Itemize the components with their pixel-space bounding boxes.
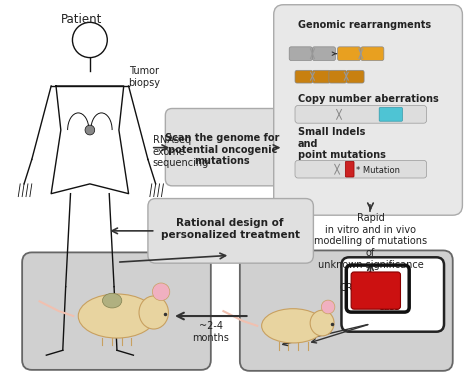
FancyBboxPatch shape [351, 272, 401, 309]
FancyBboxPatch shape [148, 198, 313, 263]
Ellipse shape [102, 293, 122, 308]
FancyBboxPatch shape [361, 47, 384, 60]
FancyBboxPatch shape [273, 5, 463, 215]
Ellipse shape [139, 296, 168, 329]
Ellipse shape [78, 294, 155, 338]
Text: Copy number aberrations: Copy number aberrations [298, 94, 438, 104]
Ellipse shape [310, 310, 334, 336]
Text: Rapid
in vitro and in vivo
modelling of mutations
of
unknown significance
using
: Rapid in vitro and in vivo modelling of … [314, 213, 427, 293]
Circle shape [85, 125, 95, 135]
FancyBboxPatch shape [346, 162, 354, 177]
FancyBboxPatch shape [289, 47, 312, 60]
FancyBboxPatch shape [329, 70, 346, 83]
FancyBboxPatch shape [165, 109, 281, 186]
Text: Cas9: Cas9 [379, 303, 401, 312]
Circle shape [152, 283, 170, 301]
FancyBboxPatch shape [22, 253, 211, 370]
Polygon shape [51, 86, 128, 194]
Circle shape [321, 300, 335, 314]
Text: * Mutation: * Mutation [356, 166, 400, 175]
FancyBboxPatch shape [379, 107, 402, 121]
FancyBboxPatch shape [295, 160, 427, 178]
FancyBboxPatch shape [295, 70, 313, 83]
Text: Patient: Patient [61, 13, 102, 26]
Text: Tumor
biopsy: Tumor biopsy [128, 66, 161, 88]
Text: Rational design of
personalized treatment: Rational design of personalized treatmen… [161, 218, 300, 240]
FancyBboxPatch shape [295, 106, 427, 123]
FancyBboxPatch shape [312, 47, 336, 60]
FancyBboxPatch shape [337, 47, 361, 60]
FancyBboxPatch shape [312, 70, 330, 83]
FancyBboxPatch shape [346, 70, 364, 83]
Ellipse shape [262, 309, 325, 343]
FancyBboxPatch shape [240, 250, 453, 371]
Text: RNAseq
exome
sequencing: RNAseq exome sequencing [153, 135, 209, 168]
Text: Scan the genome for
potential oncogenic
mutations: Scan the genome for potential oncogenic … [165, 133, 280, 166]
Text: ~2-4
months: ~2-4 months [192, 321, 229, 342]
Text: Genomic rearrangments: Genomic rearrangments [298, 21, 431, 30]
FancyBboxPatch shape [341, 257, 444, 332]
Text: Small Indels
and
point mutations: Small Indels and point mutations [298, 127, 386, 160]
